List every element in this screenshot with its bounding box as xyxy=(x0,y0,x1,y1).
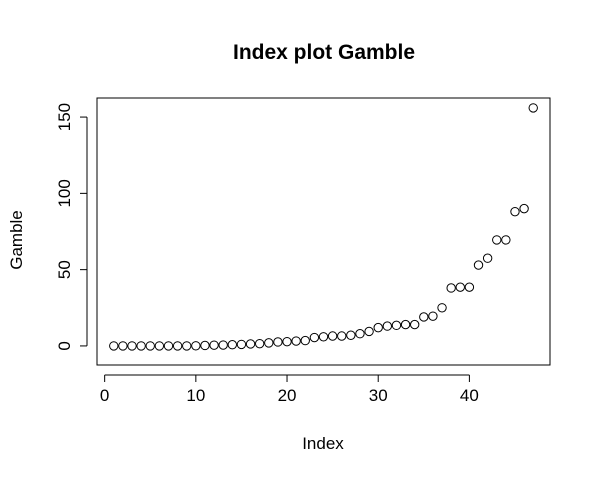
data-point xyxy=(373,322,383,333)
x-tick-label: 30 xyxy=(369,386,388,405)
data-point xyxy=(109,341,119,351)
data-point xyxy=(528,103,538,113)
data-point xyxy=(218,340,228,350)
data-point xyxy=(273,337,283,347)
data-point xyxy=(282,336,292,347)
y-tick-label: 100 xyxy=(55,179,74,207)
data-point xyxy=(163,341,174,351)
data-point xyxy=(172,341,183,351)
data-point xyxy=(519,203,529,214)
data-point xyxy=(136,341,146,351)
data-point xyxy=(437,303,447,313)
x-tick-label: 10 xyxy=(186,386,205,405)
data-point xyxy=(419,312,429,322)
x-tick-label: 0 xyxy=(100,386,109,405)
data-point xyxy=(318,332,329,342)
data-point xyxy=(254,338,265,349)
data-point xyxy=(227,340,238,350)
y-tick-label: 50 xyxy=(55,260,74,279)
y-tick-label: 0 xyxy=(55,341,74,350)
x-axis: 0 10 20 30 40 xyxy=(100,374,479,405)
data-point xyxy=(191,341,201,351)
data-point xyxy=(446,283,456,293)
data-point xyxy=(400,319,411,330)
chart-title: Index plot Gamble xyxy=(233,41,415,64)
data-point xyxy=(510,206,520,217)
data-point xyxy=(300,335,310,346)
x-tick-label: 40 xyxy=(460,386,479,405)
x-axis-label: Index xyxy=(302,434,344,453)
data-point xyxy=(355,329,365,339)
y-axis-label: Gamble xyxy=(7,210,26,270)
plot-frame xyxy=(96,97,551,366)
data-point xyxy=(327,331,338,341)
data-point xyxy=(118,341,128,351)
data-point xyxy=(291,336,301,346)
data-point xyxy=(492,235,502,245)
y-axis: 0 50 100 150 xyxy=(55,103,88,351)
data-point xyxy=(145,341,155,351)
data-point xyxy=(346,330,356,340)
data-point xyxy=(391,320,402,331)
data-point xyxy=(182,341,192,351)
data-point xyxy=(464,282,475,292)
data-point xyxy=(382,321,393,331)
data-point xyxy=(501,235,511,245)
data-point xyxy=(264,338,274,348)
data-point xyxy=(428,311,438,321)
data-point xyxy=(455,282,465,292)
data-point xyxy=(236,339,247,350)
data-point xyxy=(364,326,374,337)
data-point xyxy=(409,319,420,330)
data-point xyxy=(200,340,210,351)
data-point xyxy=(209,340,219,350)
y-tick-label: 150 xyxy=(55,103,74,131)
data-point xyxy=(245,339,256,349)
data-point xyxy=(337,331,347,341)
data-point xyxy=(482,253,493,263)
data-point xyxy=(154,341,165,351)
data-point xyxy=(473,260,484,270)
data-point xyxy=(127,341,137,351)
x-tick-label: 20 xyxy=(278,386,297,405)
data-point xyxy=(309,332,320,343)
data-points xyxy=(109,103,538,351)
